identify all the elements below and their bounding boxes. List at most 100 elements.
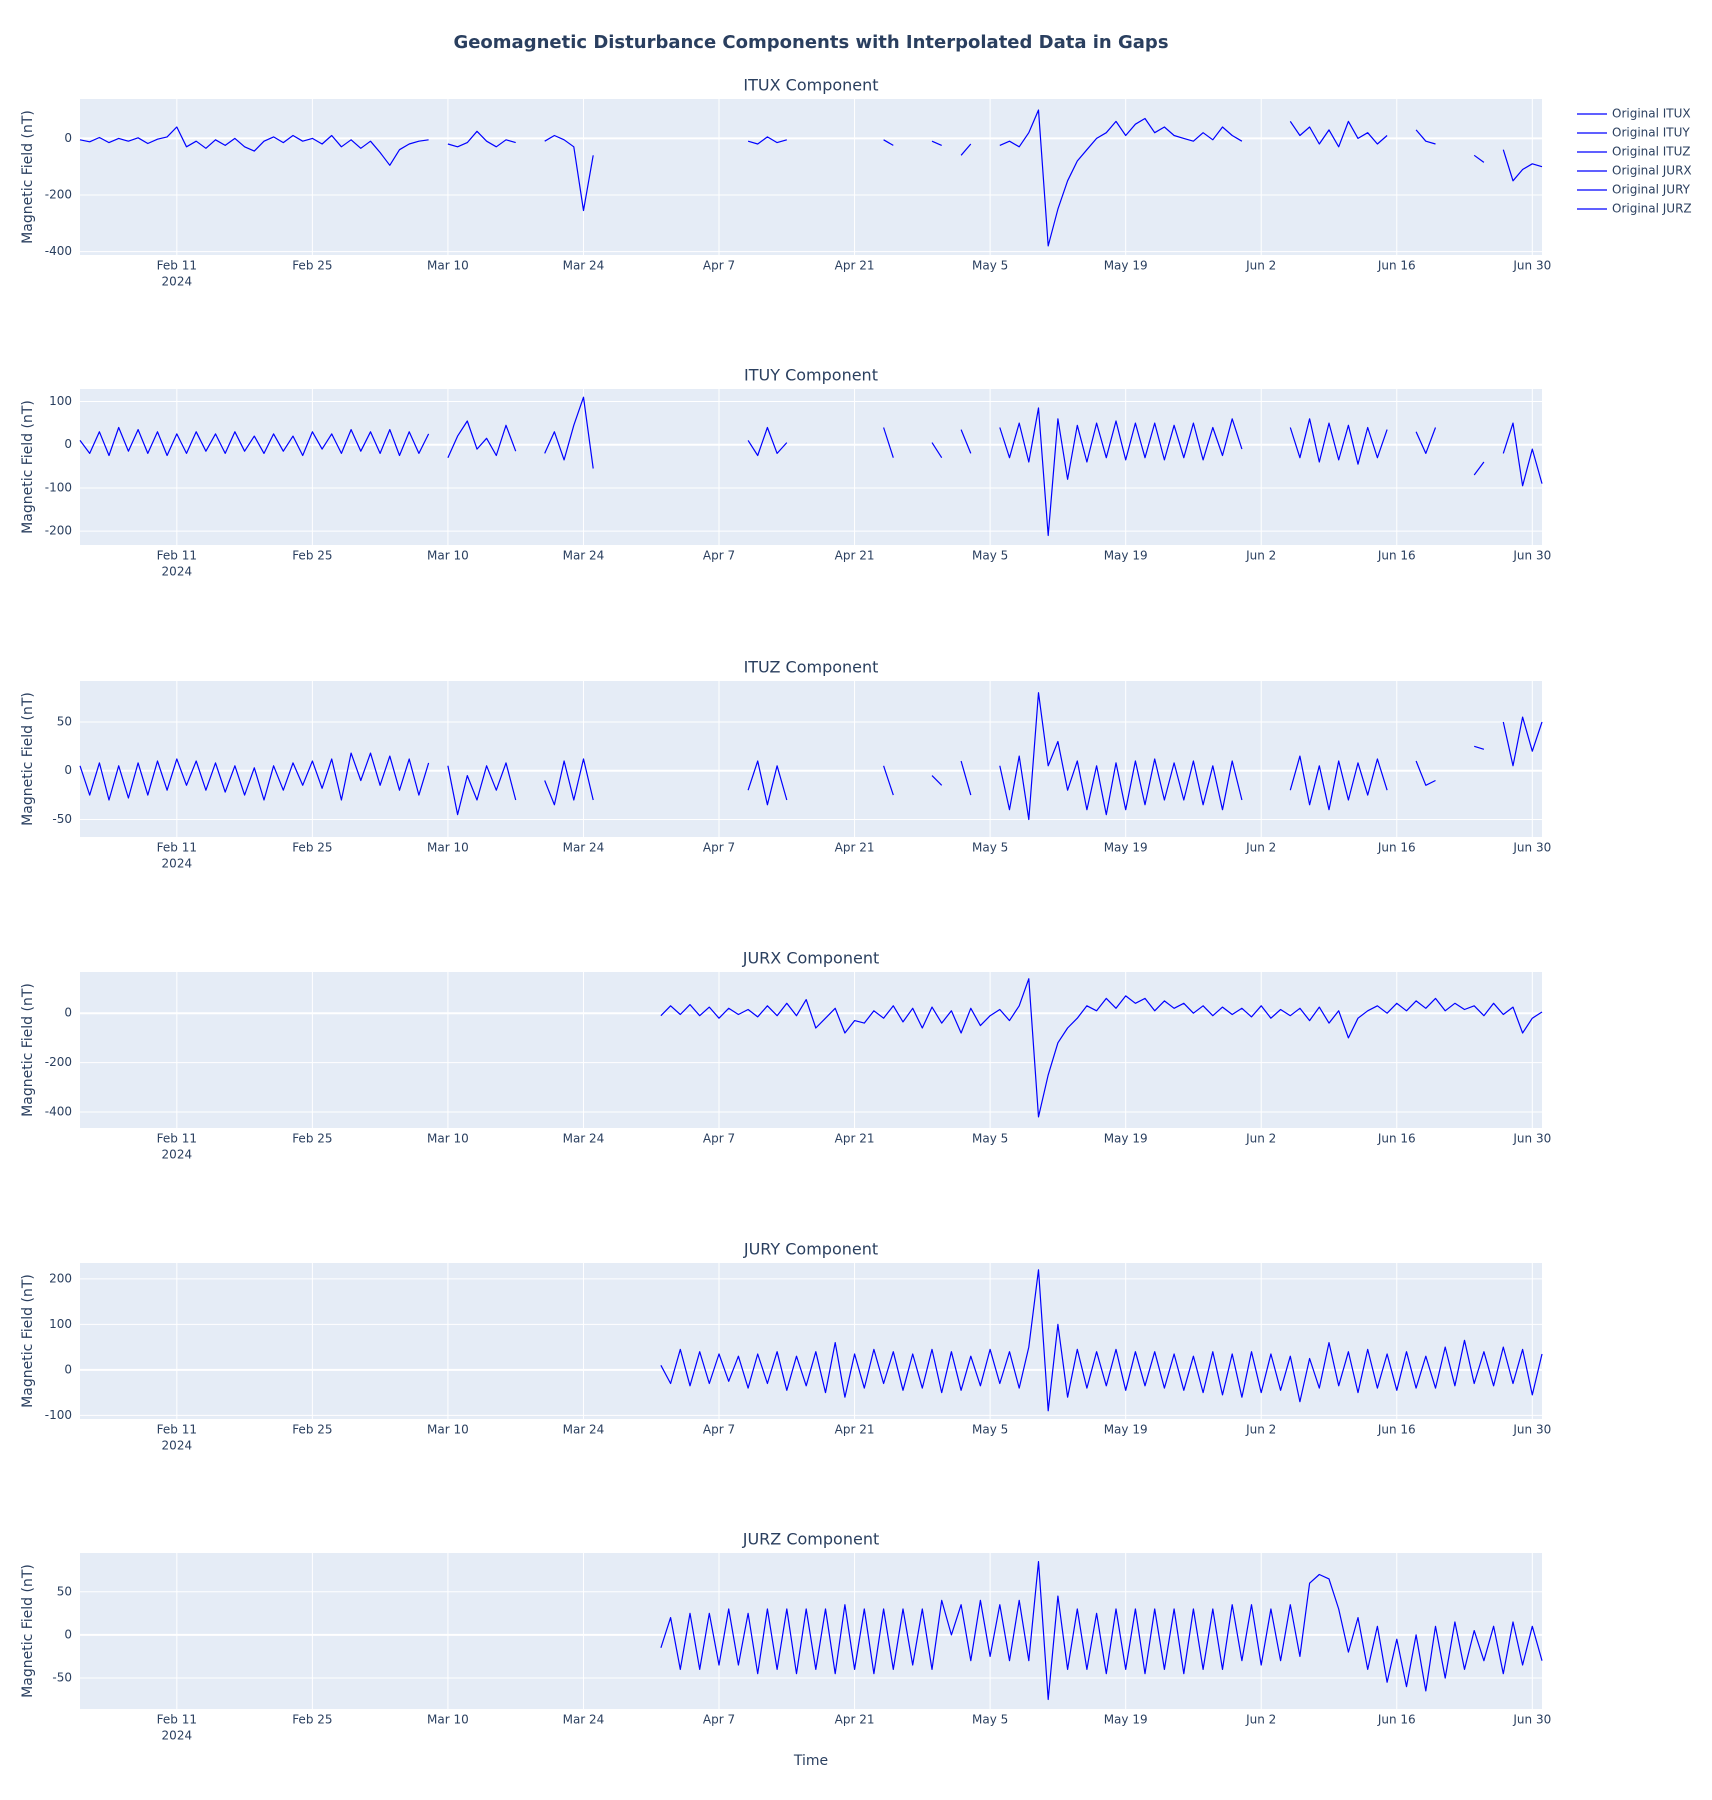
x-tick-label: Apr 21 [835,841,875,855]
y-tick-label: -50 [52,1670,72,1684]
y-tick-label: -200 [45,187,72,201]
data-line [79,109,1543,247]
x-tick-label: Mar 24 [563,841,605,855]
subplot-title: JURX Component [742,949,879,968]
subplot-title: ITUZ Component [744,658,879,677]
data-line [79,692,1543,821]
data-line [660,1269,1543,1412]
y-tick-label: 0 [64,763,72,777]
x-year-label: 2024 [162,857,193,871]
subplot-title: ITUX Component [743,76,878,95]
y-tick-label: 0 [64,1362,72,1376]
x-tick-label: Apr 21 [835,259,875,273]
x-tick-label: Apr 7 [703,1423,735,1437]
x-axis-title: Time [793,1753,828,1769]
y-tick-label: -400 [45,244,72,258]
legend-label[interactable]: Original JURY [1612,183,1691,197]
legend-label[interactable]: Original JURZ [1612,202,1692,216]
x-tick-label: Jun 2 [1245,1423,1276,1437]
x-tick-label: May 19 [1104,1132,1148,1146]
data-line [660,978,1543,1118]
x-tick-label: May 19 [1104,841,1148,855]
y-tick-label: 0 [64,131,72,145]
x-tick-label: Jun 2 [1245,1713,1276,1727]
y-tick-label: 0 [64,437,72,451]
y-axis-title: Magnetic Field (nT) [20,1564,36,1698]
x-tick-label: Apr 7 [703,841,735,855]
x-tick-label: Feb 11 [157,1132,197,1146]
x-tick-label: Jun 16 [1377,1423,1416,1437]
x-tick-label: Apr 21 [835,1423,875,1437]
plot-area [80,99,1542,255]
x-tick-label: May 5 [972,549,1008,563]
x-tick-label: Jun 30 [1512,1713,1551,1727]
legend-label[interactable]: Original ITUZ [1612,145,1690,159]
y-axis-title: Magnetic Field (nT) [20,400,36,534]
x-year-label: 2024 [162,1729,193,1743]
y-tick-label: 100 [49,394,72,408]
legend-label[interactable]: Original JURX [1612,164,1692,178]
x-tick-label: Mar 10 [427,549,469,563]
x-tick-label: May 5 [972,1713,1008,1727]
x-tick-label: May 19 [1104,259,1148,273]
x-tick-label: Jun 2 [1245,259,1276,273]
plot-area [80,1263,1542,1419]
y-axis-title: Magnetic Field (nT) [20,983,36,1117]
x-tick-label: May 5 [972,1423,1008,1437]
x-tick-label: Apr 7 [703,259,735,273]
subplot-title: JURZ Component [742,1530,879,1549]
x-tick-label: Apr 7 [703,549,735,563]
y-tick-label: 100 [49,1317,72,1331]
x-tick-label: Jun 2 [1245,1132,1276,1146]
x-tick-label: Mar 24 [563,1132,605,1146]
x-tick-label: Mar 10 [427,1713,469,1727]
figure-title: Geomagnetic Disturbance Components with … [453,32,1168,53]
x-year-label: 2024 [162,1148,193,1162]
subplot-title: ITUY Component [744,366,878,385]
x-tick-label: Jun 30 [1512,259,1551,273]
y-tick-label: 200 [49,1271,72,1285]
x-tick-label: Jun 30 [1512,1132,1551,1146]
x-tick-label: Mar 24 [563,259,605,273]
legend-label[interactable]: Original ITUY [1612,126,1690,140]
x-tick-label: Mar 10 [427,1132,469,1146]
x-tick-label: Jun 30 [1512,1423,1551,1437]
x-tick-label: Apr 21 [835,1132,875,1146]
x-tick-label: Feb 25 [292,1713,332,1727]
y-tick-label: 0 [64,1627,72,1641]
x-year-label: 2024 [162,1439,193,1453]
legend-label[interactable]: Original ITUX [1612,107,1691,121]
x-tick-label: Apr 21 [835,549,875,563]
y-tick-label: 0 [64,1006,72,1020]
x-tick-label: Mar 24 [563,1423,605,1437]
x-tick-label: May 19 [1104,1423,1148,1437]
x-tick-label: May 5 [972,259,1008,273]
x-tick-label: Feb 25 [292,259,332,273]
plot-area [80,1553,1542,1709]
y-tick-label: -400 [45,1104,72,1118]
x-tick-label: Feb 11 [157,1713,197,1727]
y-tick-label: -200 [45,524,72,538]
plot-area [80,389,1542,545]
x-tick-label: Mar 10 [427,841,469,855]
plot-area [80,681,1542,837]
x-tick-label: Jun 16 [1377,549,1416,563]
y-axis-title: Magnetic Field (nT) [20,1274,36,1408]
x-tick-label: May 19 [1104,549,1148,563]
y-tick-label: 50 [57,714,72,728]
y-axis-title: Magnetic Field (nT) [20,692,36,826]
y-tick-label: -100 [45,1408,72,1422]
x-tick-label: Jun 16 [1377,1132,1416,1146]
x-tick-label: May 5 [972,841,1008,855]
x-year-label: 2024 [162,565,193,579]
x-tick-label: Mar 10 [427,1423,469,1437]
x-tick-label: Jun 2 [1245,841,1276,855]
y-tick-label: 50 [57,1584,72,1598]
y-tick-label: -50 [52,812,72,826]
x-tick-label: Jun 16 [1377,1713,1416,1727]
x-tick-label: Mar 24 [563,1713,605,1727]
x-tick-label: Jun 2 [1245,549,1276,563]
x-tick-label: Apr 21 [835,1713,875,1727]
x-tick-label: Jun 30 [1512,841,1551,855]
